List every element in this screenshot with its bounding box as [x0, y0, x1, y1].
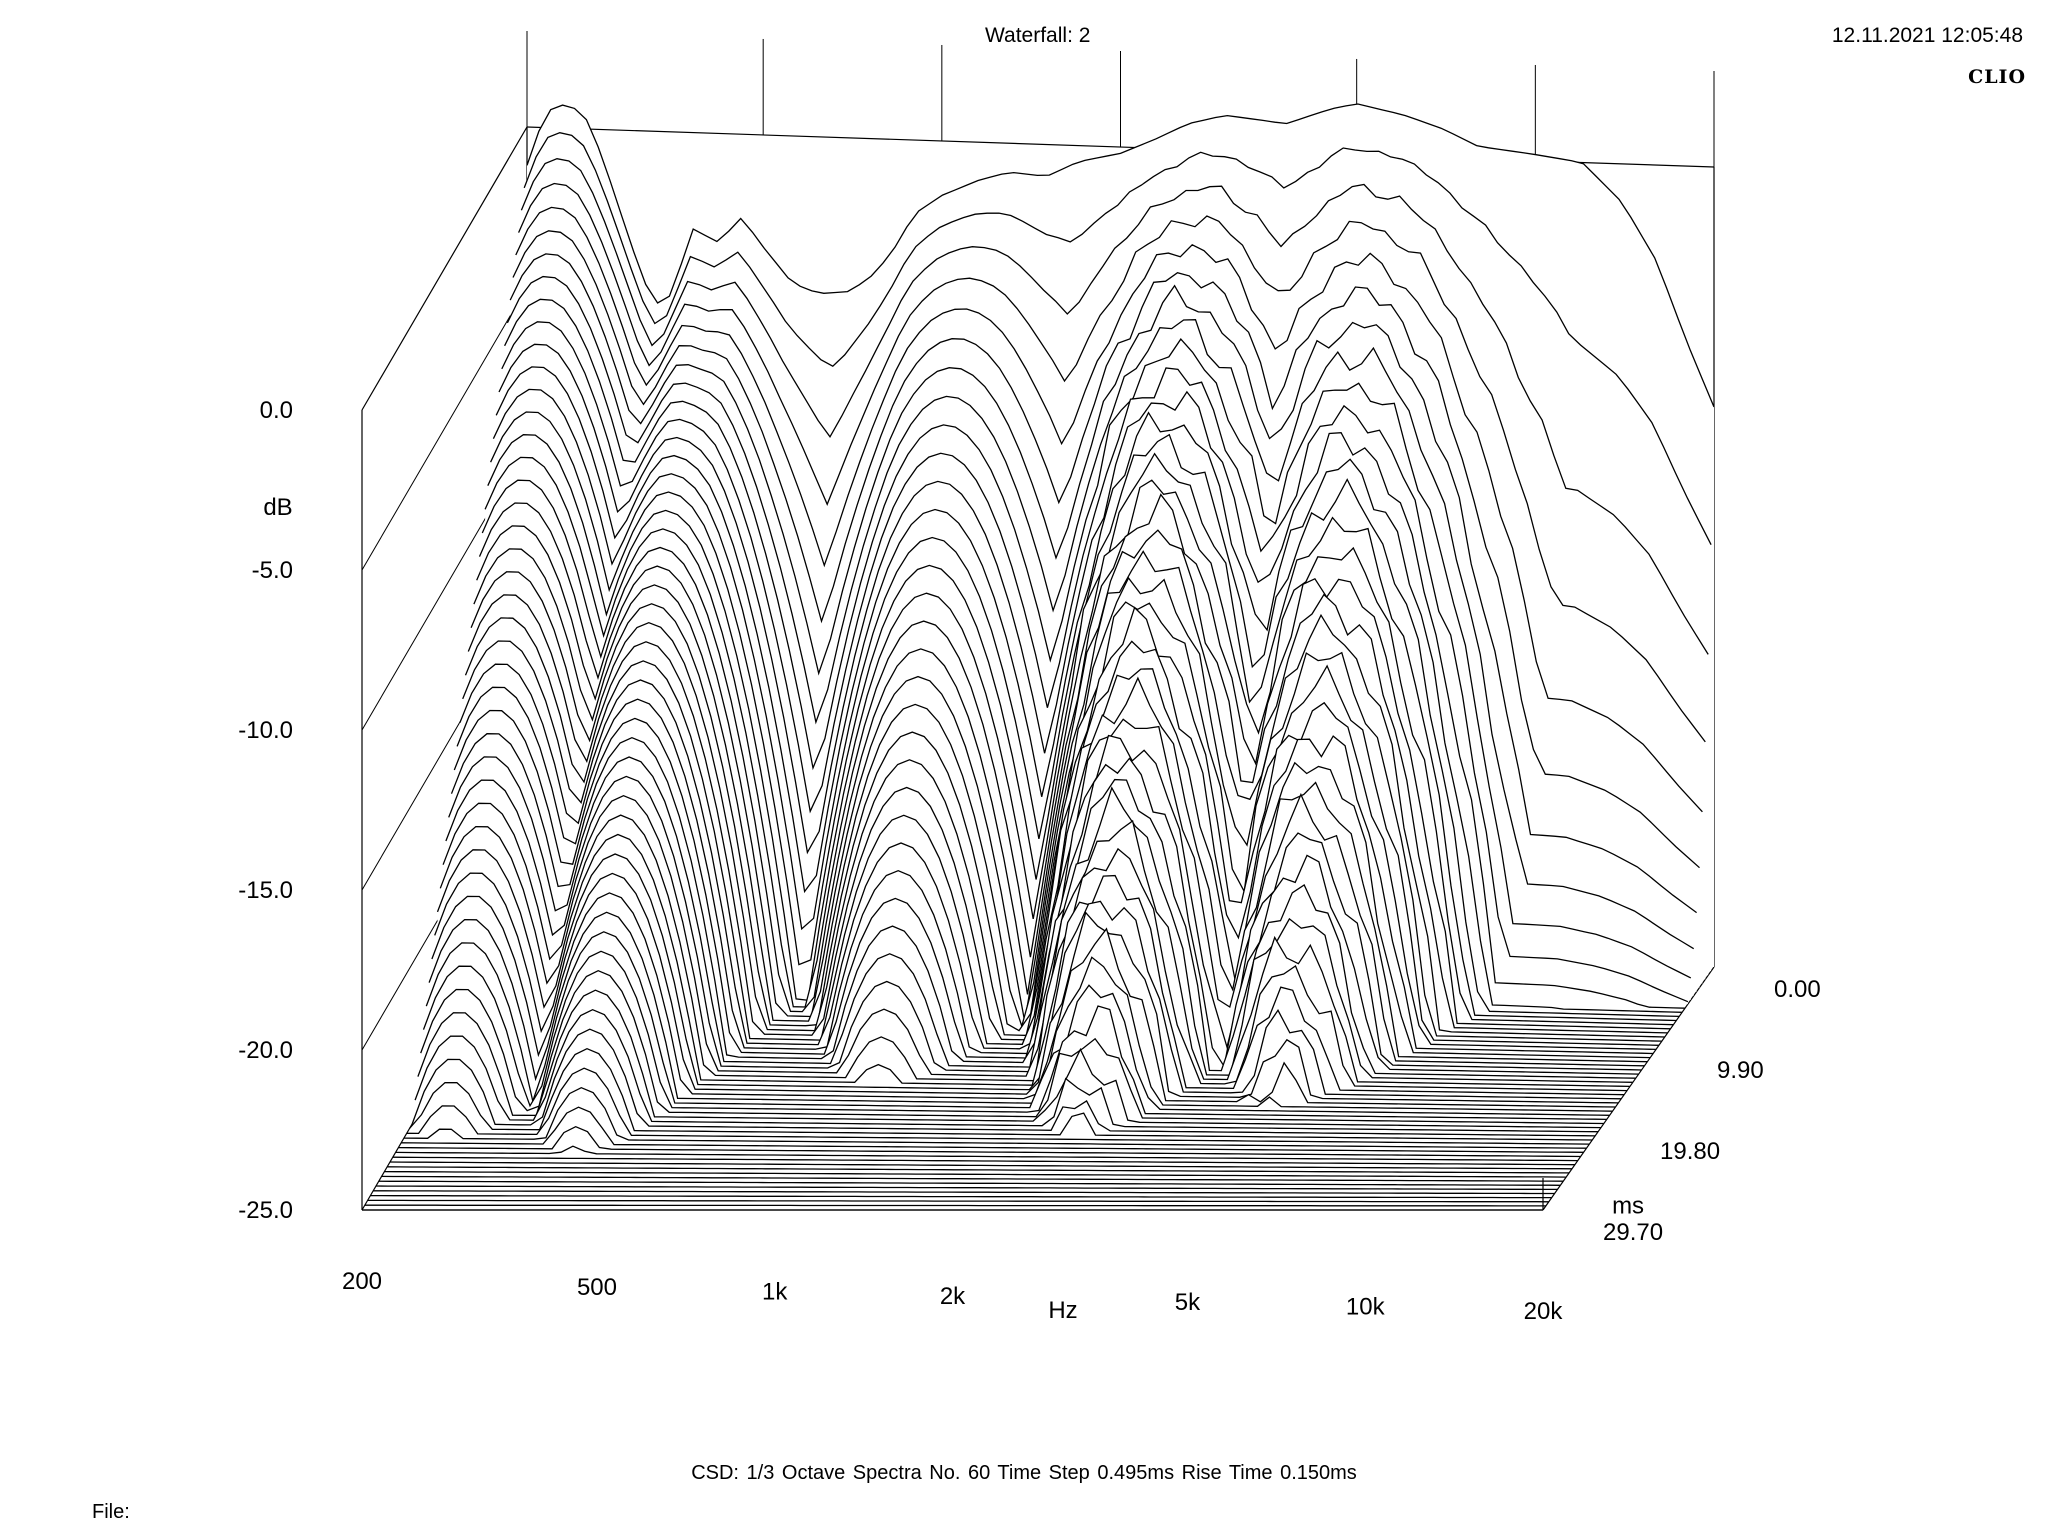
spectrum-slice: [406, 1067, 1590, 1145]
spectrum-slice: [476, 525, 1662, 1042]
spectrum-slice: [364, 1204, 1546, 1207]
spectrum-slice: [520, 158, 1709, 655]
spectrum-slice: [392, 1156, 1575, 1166]
spectrum-slice: [384, 1170, 1567, 1178]
spectrum-slice: [395, 1145, 1578, 1162]
spectrum-slice: [470, 571, 1657, 1051]
spectrum-slice: [518, 182, 1706, 743]
z-tick-label: 19.80: [1660, 1138, 1720, 1165]
spectrum-slice: [387, 1166, 1570, 1174]
spectrum-slice: [431, 892, 1616, 1108]
spectrum-slice: [495, 366, 1683, 1013]
spectrum-slice: [378, 1180, 1561, 1186]
x-tick-label: 500: [577, 1274, 617, 1301]
spectrum-slice: [375, 1185, 1558, 1191]
spectra-slices: [362, 103, 1715, 1211]
spectrum-slice: [436, 849, 1622, 1100]
spectrum-slice: [428, 911, 1613, 1112]
spectrum-slice: [478, 502, 1665, 1038]
spectrum-slice: [464, 617, 1651, 1059]
spectrum-slice: [417, 989, 1602, 1129]
spectrum-slice: [439, 825, 1625, 1096]
axis-labels: 0.0 -5.0 -10.0 -15.0 -20.0 -25.0 dB 200 500 1k 2k 5…: [238, 397, 1820, 1325]
spectrum-slice: [501, 321, 1689, 1003]
spectrum-slice: [487, 434, 1674, 1026]
floor-right-edge: [1542, 966, 1715, 1211]
chart-title: Waterfall: 2: [985, 24, 1091, 47]
x-tick-label: 200: [342, 1268, 382, 1295]
spectrum-slice: [370, 1194, 1552, 1199]
spectrum-slice: [373, 1190, 1555, 1195]
spectrum-slice: [448, 756, 1633, 1083]
x-tick-label: 10k: [1346, 1293, 1386, 1320]
y-tick-label: 0.0: [260, 397, 293, 424]
y-tick-label: -15.0: [238, 877, 293, 904]
spectrum-slice-fill: [443, 803, 1628, 1091]
spectrum-slice: [414, 1008, 1599, 1133]
spectrum-slice: [420, 969, 1604, 1125]
z-tick-label: 0.00: [1774, 976, 1821, 1003]
spectrum-slice: [398, 1125, 1581, 1158]
measurement-info: CSD: 1/3 Octave Spectra No. 60 Time Step…: [691, 1462, 1357, 1484]
db-gridline: [361, 286, 528, 571]
spectrum-slice: [422, 950, 1607, 1121]
spectrum-slice: [411, 1028, 1596, 1137]
spectrum-slice: [459, 663, 1645, 1067]
timestamp: 12.11.2021 12:05:48: [1831, 24, 2023, 47]
spectrum-slice: [481, 479, 1668, 1034]
spectrum-slice: [523, 132, 1712, 545]
spectrum-slice: [445, 779, 1630, 1088]
spectrum-slice: [498, 343, 1686, 1009]
x-tick-label: 20k: [1524, 1298, 1564, 1325]
spectrum-slice: [526, 103, 1715, 408]
spectrum-slice: [367, 1199, 1549, 1203]
spectrum-slice: [504, 298, 1692, 979]
file-label: File:: [92, 1501, 130, 1523]
spectrum-slice-fill: [448, 756, 1633, 1083]
spectrum-slice: [509, 253, 1697, 914]
x-tick-label: 2k: [940, 1283, 966, 1310]
x-tick-label: 5k: [1175, 1289, 1201, 1316]
y-tick-label: -25.0: [238, 1197, 293, 1224]
y-tick-label: -10.0: [238, 717, 293, 744]
spectrum-slice: [425, 931, 1610, 1116]
spectrum-slice: [467, 594, 1654, 1055]
spectrum-slice: [450, 733, 1636, 1079]
spectrum-slice: [401, 1106, 1584, 1153]
x-axis-label: Hz: [1048, 1297, 1077, 1324]
spectrum-slice: [490, 411, 1677, 1022]
spectrum-slice: [409, 1047, 1593, 1141]
z-tick-label: 29.70: [1603, 1219, 1663, 1246]
z-axis-label: ms: [1612, 1193, 1644, 1220]
y-tick-label: -5.0: [252, 557, 293, 584]
spectrum-slice: [515, 206, 1703, 813]
spectrum-slice: [381, 1175, 1564, 1182]
spectrum-slice: [434, 872, 1619, 1104]
spectrum-slice: [506, 275, 1695, 950]
spectrum-slice: [512, 230, 1700, 869]
spectrum-slice: [403, 1086, 1587, 1149]
spectrum-slice-fill: [445, 780, 1630, 1087]
top-left-edge: [361, 126, 528, 411]
spectrum-slice: [389, 1161, 1573, 1170]
y-tick-label: -20.0: [238, 1037, 293, 1064]
z-tick-label: 9.90: [1717, 1057, 1764, 1084]
x-tick-label: 1k: [762, 1278, 788, 1305]
y-axis-label: dB: [263, 494, 292, 521]
brand-logo: CLIO: [1968, 66, 2026, 88]
